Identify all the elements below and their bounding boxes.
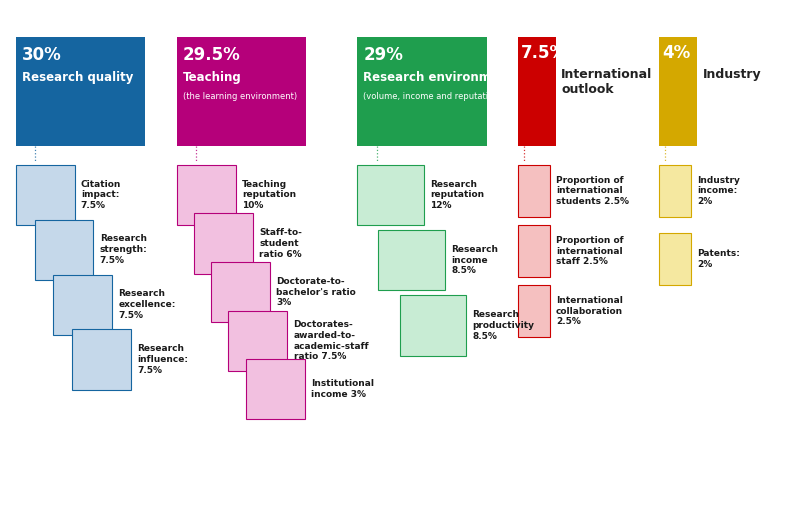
Text: 4%: 4% bbox=[663, 44, 691, 62]
Bar bbox=[400, 295, 466, 356]
Bar bbox=[246, 359, 305, 419]
Text: Research
strength:
7.5%: Research strength: 7.5% bbox=[100, 234, 148, 265]
Bar bbox=[518, 225, 550, 277]
Text: Doctorate-to-
bachelor's ratio
3%: Doctorate-to- bachelor's ratio 3% bbox=[276, 277, 356, 308]
Bar bbox=[518, 37, 556, 146]
Bar bbox=[177, 165, 236, 225]
Text: 30%: 30% bbox=[22, 46, 62, 64]
Text: 29%: 29% bbox=[363, 46, 403, 64]
Text: Citation
impact:
7.5%: Citation impact: 7.5% bbox=[81, 179, 121, 210]
Text: Research
reputation
12%: Research reputation 12% bbox=[430, 179, 484, 210]
Text: Doctorates-
awarded-to-
academic-staff
ratio 7.5%: Doctorates- awarded-to- academic-staff r… bbox=[294, 320, 369, 361]
Bar bbox=[194, 213, 253, 274]
Text: International
collaboration
2.5%: International collaboration 2.5% bbox=[556, 296, 623, 326]
Text: Research environment: Research environment bbox=[363, 71, 513, 84]
Text: Teaching: Teaching bbox=[183, 71, 242, 84]
Text: Research
excellence:
7.5%: Research excellence: 7.5% bbox=[119, 289, 176, 320]
Text: Institutional
income 3%: Institutional income 3% bbox=[311, 380, 374, 399]
Text: Staff-to-
student
ratio 6%: Staff-to- student ratio 6% bbox=[259, 228, 302, 259]
Text: International
outlook: International outlook bbox=[561, 68, 652, 96]
Bar bbox=[35, 220, 93, 280]
Bar bbox=[659, 233, 691, 285]
Bar bbox=[16, 37, 145, 146]
Bar bbox=[177, 37, 306, 146]
Bar bbox=[72, 329, 131, 390]
Bar bbox=[659, 165, 691, 217]
Bar bbox=[357, 165, 424, 225]
Text: (the learning environment): (the learning environment) bbox=[183, 92, 297, 100]
Text: Teaching
reputation
10%: Teaching reputation 10% bbox=[242, 179, 296, 210]
Text: Research
influence:
7.5%: Research influence: 7.5% bbox=[137, 344, 188, 375]
Bar bbox=[518, 285, 550, 337]
Bar bbox=[211, 262, 270, 322]
Bar bbox=[659, 37, 697, 146]
Bar bbox=[378, 230, 445, 290]
Text: Research
productivity
8.5%: Research productivity 8.5% bbox=[473, 310, 535, 341]
Text: Research
income
8.5%: Research income 8.5% bbox=[451, 245, 498, 276]
Bar bbox=[518, 165, 550, 217]
Bar bbox=[53, 275, 112, 335]
Text: Patents:
2%: Patents: 2% bbox=[697, 249, 740, 269]
Text: Proportion of
international
students 2.5%: Proportion of international students 2.5… bbox=[556, 176, 629, 206]
Text: Research quality: Research quality bbox=[22, 71, 133, 84]
Bar bbox=[16, 165, 75, 225]
Text: Proportion of
international
staff 2.5%: Proportion of international staff 2.5% bbox=[556, 236, 623, 266]
Bar bbox=[357, 37, 487, 146]
Text: (volume, income and reputation): (volume, income and reputation) bbox=[363, 92, 502, 100]
Text: 7.5%: 7.5% bbox=[521, 44, 568, 62]
Text: Industry
income:
2%: Industry income: 2% bbox=[697, 176, 740, 206]
Text: Industry: Industry bbox=[703, 68, 761, 81]
Bar bbox=[228, 311, 287, 371]
Text: 29.5%: 29.5% bbox=[183, 46, 241, 64]
